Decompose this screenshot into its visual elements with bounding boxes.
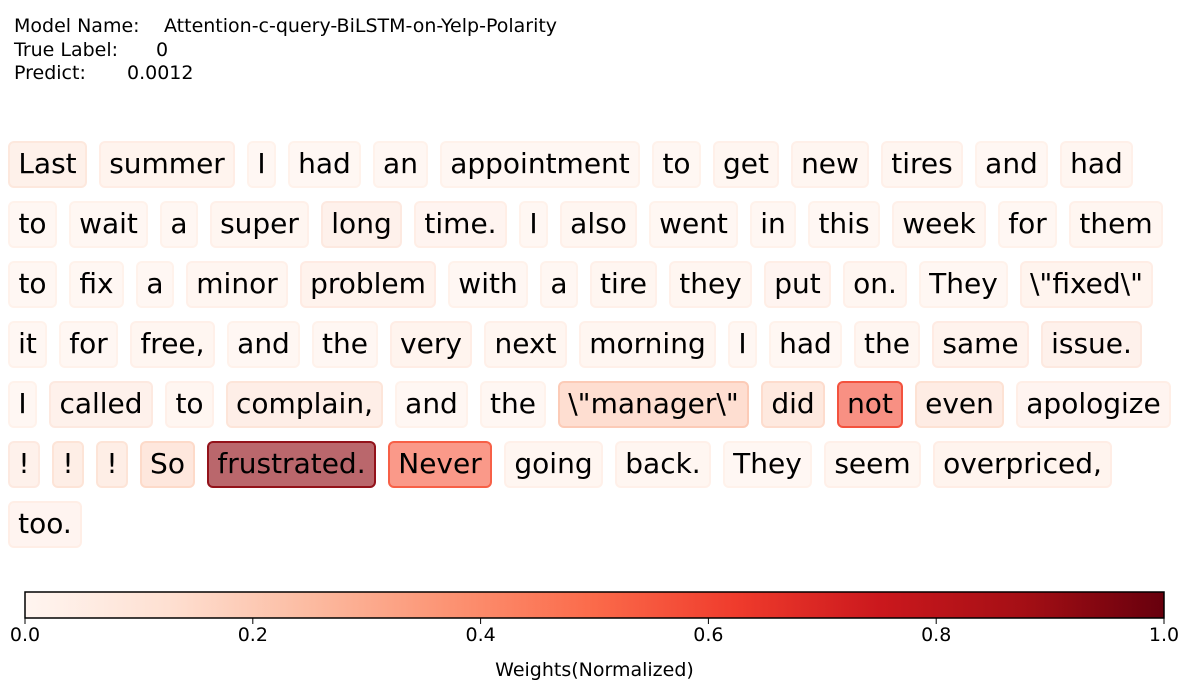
token-box: apologize xyxy=(1016,381,1171,428)
token-box: had xyxy=(769,321,842,368)
token-box: not xyxy=(837,381,903,428)
token-box: an xyxy=(373,141,428,188)
token-box: ! xyxy=(96,441,128,488)
token-box: very xyxy=(390,321,472,368)
token-box: minor xyxy=(186,261,288,308)
token-box: wait xyxy=(69,201,148,248)
token-box: Last xyxy=(8,141,87,188)
true-label-value: 0 xyxy=(156,38,169,61)
colorbar-tick-label: 0.6 xyxy=(693,624,723,646)
token-box: morning xyxy=(579,321,716,368)
token-box: Never xyxy=(388,441,492,488)
token-box: I xyxy=(247,141,276,188)
token-box: for xyxy=(59,321,118,368)
true-label-label: True Label: xyxy=(14,38,119,61)
token-box: to xyxy=(165,381,214,428)
colorbar-tick-label: 0.8 xyxy=(921,624,951,646)
token-box: a xyxy=(136,261,174,308)
token-box: had xyxy=(288,141,361,188)
token-box: new xyxy=(791,141,869,188)
token-box: to xyxy=(8,201,57,248)
token-box: fix xyxy=(69,261,124,308)
token-box: summer xyxy=(99,141,235,188)
model-name-label: Model Name: xyxy=(14,15,140,37)
token-box: tires xyxy=(881,141,963,188)
token-box: problem xyxy=(300,261,436,308)
model-name-value: Attention-c-query-BiLSTM-on-Yelp-Polarit… xyxy=(164,15,558,37)
token-box: to xyxy=(8,261,57,308)
token-box: I xyxy=(728,321,757,368)
token-box: long xyxy=(321,201,402,248)
header: Model Name: Attention-c-query-BiLSTM-on-Y… xyxy=(14,15,557,86)
colorbar-tick-label: 1.0 xyxy=(1149,624,1179,646)
token-box: seem xyxy=(824,441,921,488)
token-box: ! xyxy=(8,441,40,488)
token-box: put xyxy=(764,261,831,308)
predict-value: 0.0012 xyxy=(127,62,194,84)
token-box: issue. xyxy=(1041,321,1142,368)
token-box: and xyxy=(975,141,1048,188)
token-box: in xyxy=(750,201,796,248)
token-box: So xyxy=(140,441,195,488)
token-box: called xyxy=(49,381,153,428)
colorbar-tick-label: 0.4 xyxy=(465,624,495,646)
token-box: too. xyxy=(8,501,82,548)
token-box: this xyxy=(808,201,880,248)
token-box: time. xyxy=(414,201,507,248)
colorbar-ticks: 0.0 0.2 0.4 0.6 0.8 1.0 xyxy=(10,618,1179,646)
token-box: frustrated. xyxy=(207,441,376,488)
colorbar-tick-label: 0.0 xyxy=(10,624,40,646)
colorbar-tick-label: 0.2 xyxy=(238,624,268,646)
token-box: back. xyxy=(615,441,711,488)
token-box: ! xyxy=(52,441,84,488)
token-box: with xyxy=(448,261,528,308)
token-box: complain, xyxy=(226,381,383,428)
model-name-row: Model Name: Attention-c-query-BiLSTM-on-Y… xyxy=(14,15,557,39)
token-box: also xyxy=(560,201,637,248)
token-box: went xyxy=(649,201,738,248)
token-box: super xyxy=(210,201,309,248)
token-box: and xyxy=(227,321,300,368)
token-box: week xyxy=(892,201,986,248)
token-box: for xyxy=(998,201,1057,248)
token-box: a xyxy=(160,201,198,248)
token-box: \"fixed\" xyxy=(1020,261,1153,308)
true-label-row: True Label: 0 xyxy=(14,39,557,63)
token-box: a xyxy=(540,261,578,308)
token-box: free, xyxy=(130,321,215,368)
token-box: appointment xyxy=(440,141,640,188)
token-box: the xyxy=(480,381,546,428)
token-box: get xyxy=(713,141,779,188)
token-box: going xyxy=(504,441,603,488)
token-box: even xyxy=(915,381,1004,428)
predict-label: Predict: xyxy=(14,62,86,84)
token-box: had xyxy=(1060,141,1133,188)
token-box: on. xyxy=(843,261,907,308)
token-box: \"manager\" xyxy=(558,381,749,428)
colorbar: 0.0 0.2 0.4 0.6 0.8 1.0 Weights(Normalized) xyxy=(10,591,1179,681)
token-box: They xyxy=(723,441,812,488)
token-box: them xyxy=(1069,201,1163,248)
token-box: they xyxy=(669,261,752,308)
token-box: They xyxy=(919,261,1008,308)
colorbar-label: Weights(Normalized) xyxy=(495,659,694,681)
token-box: the xyxy=(312,321,378,368)
token-box: did xyxy=(761,381,825,428)
token-box: same xyxy=(932,321,1029,368)
token-box: tire xyxy=(590,261,657,308)
colorbar-gradient xyxy=(24,591,1165,619)
predict-row: Predict: 0.0012 xyxy=(14,62,557,86)
token-box: to xyxy=(652,141,701,188)
token-box: overpriced, xyxy=(933,441,1112,488)
token-box: I xyxy=(519,201,548,248)
token-box: the xyxy=(854,321,920,368)
token-box: and xyxy=(395,381,468,428)
token-box: I xyxy=(8,381,37,428)
token-box: next xyxy=(484,321,567,368)
token-box: it xyxy=(8,321,47,368)
